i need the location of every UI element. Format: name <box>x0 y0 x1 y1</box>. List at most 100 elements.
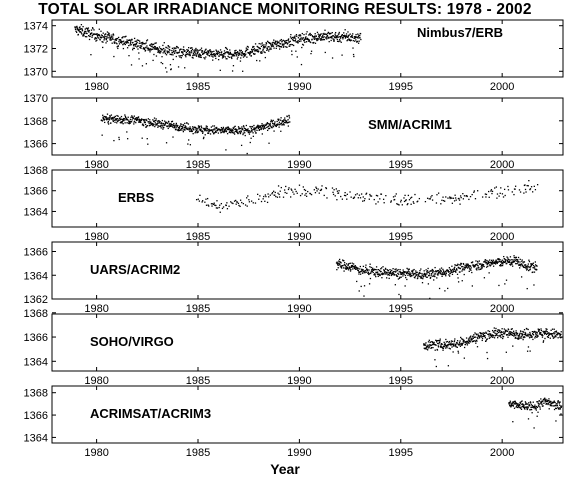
data-point <box>396 269 398 272</box>
data-point <box>516 404 518 406</box>
data-point <box>456 273 459 275</box>
data-point <box>503 258 505 260</box>
data-point <box>532 333 534 335</box>
data-point <box>137 116 140 118</box>
data-point <box>536 401 538 403</box>
data-point <box>304 38 306 41</box>
data-point <box>518 333 521 335</box>
data-point <box>446 340 449 343</box>
data-point <box>301 38 303 40</box>
data-point <box>103 39 105 41</box>
data-point <box>193 129 195 131</box>
data-point <box>448 274 450 276</box>
data-point <box>219 49 222 51</box>
data-point <box>189 144 192 146</box>
data-point <box>519 332 521 334</box>
data-point <box>388 272 390 274</box>
data-point <box>498 260 501 263</box>
data-point <box>359 268 361 270</box>
data-point <box>516 406 519 409</box>
data-point <box>140 119 143 121</box>
data-point <box>106 31 109 33</box>
data-point <box>170 121 173 123</box>
data-point <box>495 186 498 188</box>
data-point <box>331 37 333 39</box>
data-point <box>490 190 492 192</box>
data-point <box>201 50 204 52</box>
data-point <box>534 335 537 338</box>
data-point <box>406 278 408 281</box>
data-point <box>129 44 131 46</box>
data-point <box>120 40 122 42</box>
data-point <box>502 196 505 198</box>
data-point <box>168 51 170 54</box>
data-point <box>136 119 138 121</box>
data-point <box>438 271 440 273</box>
panel-frame <box>51 313 564 372</box>
data-point <box>435 344 437 346</box>
data-point <box>517 338 519 340</box>
data-point <box>543 331 545 333</box>
data-point <box>343 34 346 36</box>
data-point <box>531 264 533 266</box>
data-point <box>131 115 133 117</box>
data-point <box>547 403 549 406</box>
x-tick-label: 1990 <box>287 303 311 315</box>
data-point <box>423 273 425 276</box>
data-point <box>540 332 542 334</box>
data-point <box>436 273 438 275</box>
data-point <box>237 132 239 134</box>
data-point <box>530 406 532 409</box>
data-point <box>555 331 557 333</box>
data-point <box>117 36 120 39</box>
data-point <box>177 129 179 132</box>
data-point <box>379 269 381 272</box>
data-point <box>333 39 335 41</box>
data-point <box>133 43 135 46</box>
data-point <box>203 52 205 55</box>
data-point <box>345 266 347 268</box>
data-point <box>462 262 465 265</box>
data-point <box>87 30 89 32</box>
data-point <box>185 128 188 130</box>
data-point <box>435 202 438 204</box>
data-point <box>530 186 533 188</box>
data-point <box>155 118 157 120</box>
data-point <box>288 187 290 189</box>
y-tick-label: 1366 <box>24 332 48 344</box>
data-point <box>172 136 174 138</box>
data-point <box>341 34 343 37</box>
data-point <box>224 127 227 129</box>
data-point <box>516 332 519 335</box>
data-point <box>74 27 76 29</box>
data-point <box>516 262 518 265</box>
data-point <box>409 197 412 199</box>
data-point <box>234 51 236 54</box>
data-point <box>370 272 372 275</box>
data-point <box>230 128 232 130</box>
data-point <box>139 119 142 121</box>
data-point <box>413 272 415 275</box>
data-point <box>398 277 401 279</box>
data-point <box>354 266 356 268</box>
data-point <box>519 402 522 404</box>
instrument-label: UARS/ACRIM2 <box>90 262 180 277</box>
data-point <box>251 49 253 51</box>
y-tick-label: 1364 <box>24 356 48 368</box>
data-point <box>174 124 176 126</box>
data-point <box>468 198 470 201</box>
data-point <box>266 122 269 124</box>
data-point <box>481 196 484 198</box>
data-point <box>130 39 132 41</box>
data-point <box>282 39 284 41</box>
data-point <box>451 346 453 348</box>
data-point <box>398 204 400 206</box>
data-point <box>329 36 332 39</box>
data-point <box>558 404 561 406</box>
data-point <box>224 52 226 54</box>
data-point <box>146 39 149 41</box>
data-point <box>101 36 103 39</box>
data-point <box>225 149 227 151</box>
data-point <box>322 34 324 37</box>
data-point <box>483 335 485 338</box>
